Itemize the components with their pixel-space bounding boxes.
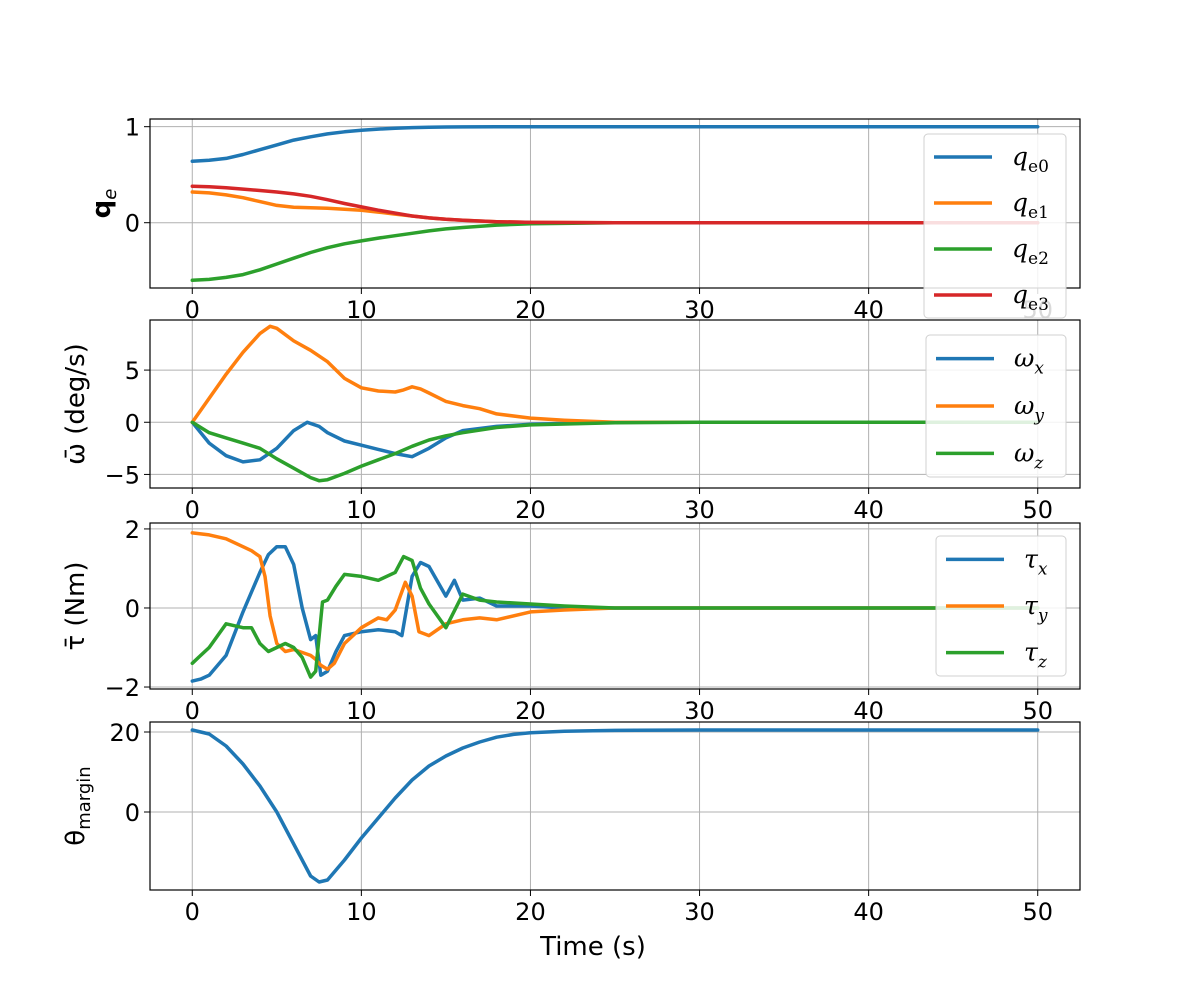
legend-label: qe3 [1012,280,1049,315]
subplot-4: 0 10 20 30 40 50 0 20 θmargin Time (s) [61,719,1081,962]
y-tick-label: 1 [125,114,140,142]
series-line-e3 [190,184,1040,225]
legend-label-sub: z [1037,653,1048,673]
subplot-1: 0102030405001qeqe0qe1qe2qe3 [87,114,1081,324]
legend-label-sub: e0 [1028,157,1049,177]
legend-label: qe0 [1012,142,1049,177]
legend-label-main: q [1012,234,1028,263]
y-axis-label-main: ω̄ (deg/s) [61,343,91,465]
series-line-z [190,554,1040,679]
y-axis-label: θmargin [61,766,95,845]
legend-label-main: q [1012,280,1028,309]
x-tick-label: 20 [515,898,546,926]
x-tick-label: 30 [684,496,715,524]
x-tick-label: 20 [515,697,546,725]
series-line-x [190,544,1040,683]
x-tick-label: 10 [346,496,377,524]
legend-label-main: τ [1024,544,1039,573]
x-tick-label: 0 [185,296,200,324]
legend-label-main: ω [1014,438,1034,467]
legend-label: ωy [1014,391,1044,426]
x-tick-label: 20 [515,296,546,324]
y-tick-label: −5 [105,461,140,489]
x-tick-label: 40 [853,496,884,524]
x-tick-label: 40 [853,697,884,725]
series-line-y [190,531,1040,671]
series-line-z [190,420,1040,483]
legend-label-sub: y [1033,406,1044,426]
x-tick-label: 30 [684,697,715,725]
series-line-e0 [190,124,1040,164]
series-line-e2 [190,220,1040,283]
axes-frame [149,522,1081,690]
legend-label-sub: x [1038,559,1048,579]
legend-box [923,133,1067,319]
legend-box [925,334,1067,478]
legend-label-main: q [1012,142,1028,171]
series-line-x [190,420,1040,464]
x-tick-label: 40 [853,296,884,324]
legend-label: ωz [1014,438,1044,473]
y-tick-label: 0 [125,210,140,238]
legend-label-sub: y [1037,606,1048,626]
legend-label-main: τ [1024,638,1039,667]
x-tick-label: 20 [515,496,546,524]
y-axis-label-sub: margin [74,766,95,829]
series-line-y [190,324,1040,425]
x-tick-label: 10 [346,697,377,725]
x-tick-label: 50 [1022,697,1053,725]
legend-label-sub: x [1034,359,1044,379]
legend-label-sub: z [1033,453,1044,473]
legend-label-main: τ [1024,591,1039,620]
legend-label: qe2 [1012,234,1049,269]
y-tick-label: 5 [125,357,140,385]
x-tick-label: 0 [185,496,200,524]
y-tick-label: 0 [125,595,140,623]
x-tick-label: 10 [346,296,377,324]
axes-frame [149,118,1081,289]
legend-label-main: q [1012,188,1028,217]
y-axis-label-main: q [87,200,117,219]
y-tick-label: 2 [125,516,140,544]
legend-label-main: ω [1014,344,1034,373]
legend-label: qe1 [1012,188,1049,223]
y-tick-label: 0 [125,799,140,827]
y-axis-label-sub: e [100,189,121,200]
y-tick-label: 20 [109,719,140,747]
legend-label-sub: e3 [1028,295,1049,315]
axes-frame [149,721,1081,891]
y-axis-label: ω̄ (deg/s) [61,343,91,465]
x-tick-label: 10 [346,898,377,926]
legend-label: τx [1024,544,1048,579]
legend-label: τz [1024,638,1048,673]
legend-label-sub: e1 [1028,203,1049,223]
x-tick-label: 0 [185,898,200,926]
legend-label: ωx [1014,344,1044,379]
legend-label: τy [1024,591,1048,626]
legend-label-sub: e2 [1028,249,1049,269]
x-tick-label: 30 [684,898,715,926]
series-line-main [190,728,1040,884]
x-tick-label: 30 [684,296,715,324]
x-axis-label: Time (s) [539,932,646,962]
x-tick-label: 40 [853,898,884,926]
y-axis-label-main: τ̄ (Nm) [61,562,91,651]
legend-label-main: ω [1014,391,1034,420]
y-axis-label-main: θ [61,830,91,846]
x-tick-label: 50 [1022,496,1053,524]
y-axis-label: τ̄ (Nm) [61,562,91,651]
axes-frame [149,319,1081,489]
y-tick-label: 0 [125,409,140,437]
x-tick-label: 50 [1022,898,1053,926]
x-tick-label: 0 [185,697,200,725]
y-axis-label: qe [87,189,121,219]
y-tick-label: −2 [105,674,140,702]
